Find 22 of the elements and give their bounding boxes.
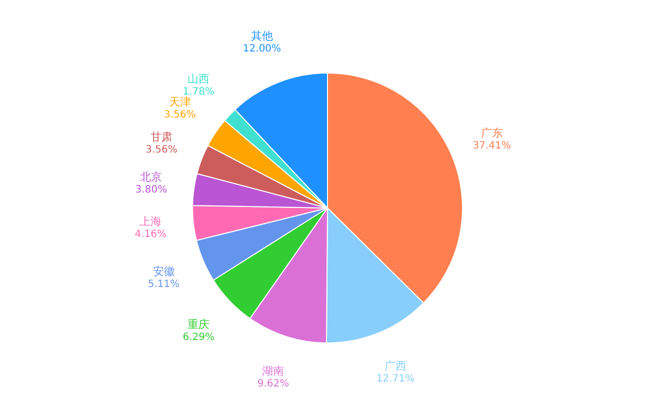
slice-label: 天津: [168, 96, 191, 109]
slice-label: 重庆: [188, 318, 210, 331]
slice-label: 广西: [384, 360, 406, 373]
data-label: 1.78%: [182, 86, 214, 98]
slice-label: 湖南: [262, 364, 284, 378]
slice-label: 山西: [188, 72, 210, 86]
slice-label: 北京: [140, 170, 162, 184]
data-label: 6.29%: [182, 332, 215, 343]
slice-label: 安徽: [152, 264, 175, 278]
data-label: 37.41%: [472, 140, 511, 152]
data-label: 12.00%: [242, 44, 282, 54]
slice-label: 甘肃: [150, 130, 173, 144]
slice-label: 其他: [250, 30, 273, 42]
slice-label: 广东: [480, 126, 503, 140]
data-label: 3.56%: [164, 110, 196, 121]
data-label: 3.80%: [135, 184, 168, 196]
data-label: 12.71%: [376, 374, 415, 385]
data-label: 5.11%: [148, 278, 180, 290]
data-label: 4.16%: [134, 228, 167, 240]
data-label: 9.62%: [257, 378, 290, 390]
slice-label: 上海: [140, 214, 162, 228]
data-label: 3.56%: [146, 144, 178, 156]
